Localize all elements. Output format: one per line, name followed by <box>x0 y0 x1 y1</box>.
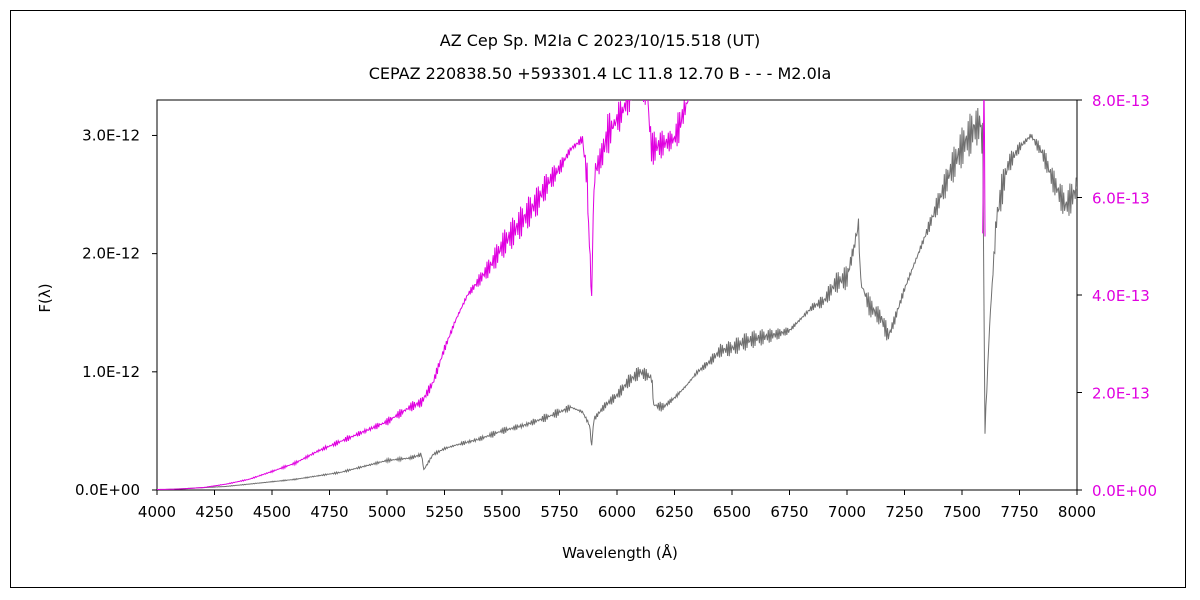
series-line-magenta-2 <box>982 100 986 237</box>
x-tick-label: 6750 <box>770 503 808 521</box>
x-tick-label: 5500 <box>483 503 521 521</box>
x-tick-label: 5000 <box>368 503 406 521</box>
y-right-tick-label: 4.0E-13 <box>1092 287 1150 305</box>
y-axis-label: F(λ) <box>36 283 54 312</box>
x-tick-label: 7500 <box>943 503 981 521</box>
x-axis-label: Wavelength (Å) <box>562 543 678 562</box>
y-left-tick-label: 3.0E-12 <box>82 126 140 144</box>
x-tick-label: 5750 <box>540 503 578 521</box>
y-right-tick-label: 6.0E-13 <box>1092 190 1150 208</box>
x-tick-label: 6250 <box>655 503 693 521</box>
y-left-tick-label: 2.0E-12 <box>82 245 140 263</box>
y-left-tick-label: 1.0E-12 <box>82 363 140 381</box>
y-right-tick-label: 2.0E-13 <box>1092 385 1150 403</box>
x-tick-label: 6500 <box>713 503 751 521</box>
x-tick-label: 4750 <box>310 503 348 521</box>
y-right-tick-label: 8.0E-13 <box>1092 92 1150 110</box>
x-tick-label: 7000 <box>828 503 866 521</box>
chart-subtitle: CEPAZ 220838.50 +593301.4 LC 11.8 12.70 … <box>369 64 832 83</box>
y-right-tick-label: 0.0E+00 <box>1092 482 1157 500</box>
x-tick-label: 6000 <box>598 503 636 521</box>
x-tick-label: 5250 <box>425 503 463 521</box>
x-tick-label: 7750 <box>1000 503 1038 521</box>
x-tick-label: 8000 <box>1058 503 1096 521</box>
y-left-tick-label: 0.0E+00 <box>75 481 140 499</box>
plot-area-border <box>156 99 1078 491</box>
chart-frame <box>10 10 1186 588</box>
x-tick-label: 7250 <box>885 503 923 521</box>
x-tick-label: 4250 <box>195 503 233 521</box>
series-line-magenta-1 <box>157 100 691 490</box>
series-line-gray-0 <box>157 107 1077 490</box>
chart-title: AZ Cep Sp. M2Ia C 2023/10/15.518 (UT) <box>440 31 760 50</box>
x-tick-label: 4500 <box>253 503 291 521</box>
x-tick-label: 4000 <box>138 503 176 521</box>
